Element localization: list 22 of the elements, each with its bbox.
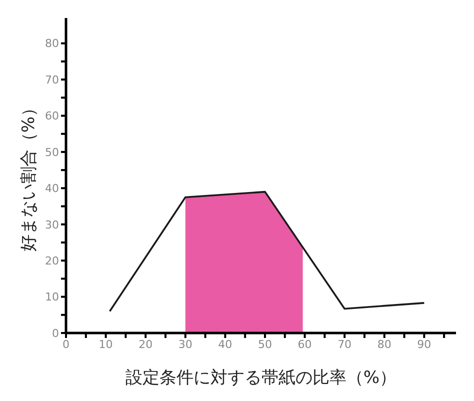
y-tick-label: 50 <box>45 146 59 159</box>
x-tick-label: 20 <box>138 338 153 351</box>
x-axis-title: 設定条件に対する帯紙の比率（%） <box>125 368 397 388</box>
x-tick-label: 30 <box>178 338 192 351</box>
y-axis-title: 好まない割合（%） <box>19 99 40 252</box>
line-series <box>108 190 426 312</box>
x-tick-label: 70 <box>338 338 352 351</box>
y-tick-label: 80 <box>45 37 59 50</box>
y-tick-label: 70 <box>45 73 59 86</box>
x-tick-label: 0 <box>62 338 70 351</box>
y-tick-label: 40 <box>45 182 59 196</box>
y-tick-label: 30 <box>45 218 59 232</box>
y-tick-label: 20 <box>45 254 59 268</box>
x-tick-label: 10 <box>98 338 113 351</box>
x-tick-label: 80 <box>377 338 392 351</box>
x-tick-label: 50 <box>258 338 272 351</box>
y-tick-label: 10 <box>45 290 59 304</box>
y-tick-label: 0 <box>52 326 59 340</box>
y-tick-label: 60 <box>45 110 59 123</box>
x-tick-label: 90 <box>417 338 432 351</box>
x-tick-label: 40 <box>218 338 232 351</box>
x-tick-label: 60 <box>298 338 312 351</box>
